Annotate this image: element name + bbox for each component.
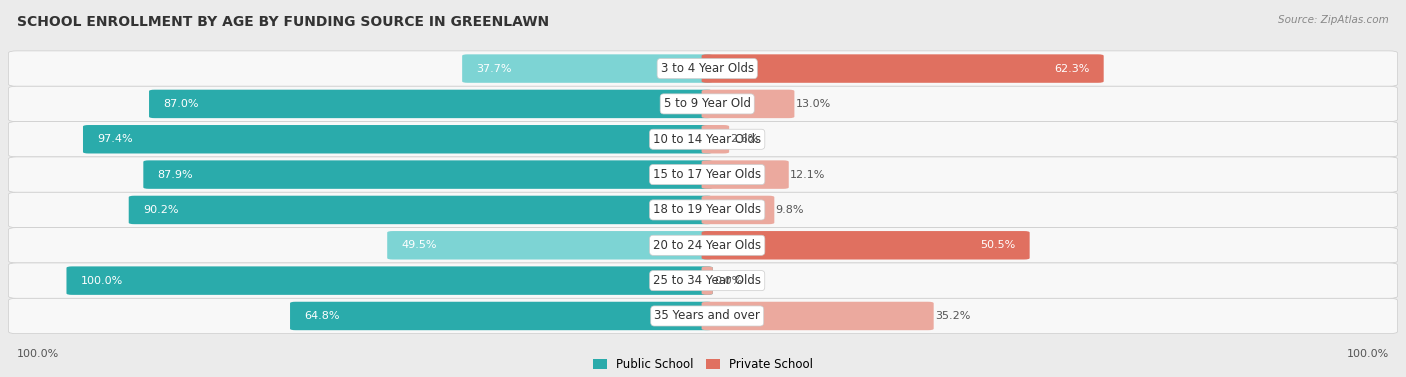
Text: Source: ZipAtlas.com: Source: ZipAtlas.com <box>1278 15 1389 25</box>
FancyBboxPatch shape <box>66 267 713 295</box>
Text: 97.4%: 97.4% <box>97 134 132 144</box>
Text: 3 to 4 Year Olds: 3 to 4 Year Olds <box>661 62 754 75</box>
Text: 64.8%: 64.8% <box>304 311 340 321</box>
Text: 87.9%: 87.9% <box>157 170 193 179</box>
Text: 90.2%: 90.2% <box>143 205 179 215</box>
Legend: Public School, Private School: Public School, Private School <box>593 358 813 371</box>
FancyBboxPatch shape <box>702 54 1104 83</box>
Text: 2.6%: 2.6% <box>731 134 759 144</box>
FancyBboxPatch shape <box>387 231 713 259</box>
Text: 100.0%: 100.0% <box>80 276 122 286</box>
FancyBboxPatch shape <box>83 125 713 153</box>
Text: 62.3%: 62.3% <box>1054 64 1090 74</box>
FancyBboxPatch shape <box>702 196 775 224</box>
FancyBboxPatch shape <box>143 160 713 189</box>
Text: 49.5%: 49.5% <box>401 240 437 250</box>
Text: 50.5%: 50.5% <box>980 240 1015 250</box>
FancyBboxPatch shape <box>702 231 1029 259</box>
FancyBboxPatch shape <box>8 86 1398 121</box>
Text: 35.2%: 35.2% <box>935 311 970 321</box>
Text: 37.7%: 37.7% <box>477 64 512 74</box>
Text: 25 to 34 Year Olds: 25 to 34 Year Olds <box>654 274 761 287</box>
FancyBboxPatch shape <box>463 54 713 83</box>
Text: 9.8%: 9.8% <box>776 205 804 215</box>
FancyBboxPatch shape <box>8 121 1398 157</box>
Text: 15 to 17 Year Olds: 15 to 17 Year Olds <box>654 168 761 181</box>
Text: 5 to 9 Year Old: 5 to 9 Year Old <box>664 97 751 110</box>
FancyBboxPatch shape <box>129 196 713 224</box>
Text: 87.0%: 87.0% <box>163 99 198 109</box>
Text: SCHOOL ENROLLMENT BY AGE BY FUNDING SOURCE IN GREENLAWN: SCHOOL ENROLLMENT BY AGE BY FUNDING SOUR… <box>17 15 548 29</box>
FancyBboxPatch shape <box>8 298 1398 334</box>
FancyBboxPatch shape <box>8 263 1398 298</box>
FancyBboxPatch shape <box>702 90 794 118</box>
FancyBboxPatch shape <box>702 160 789 189</box>
Text: 100.0%: 100.0% <box>1347 349 1389 359</box>
FancyBboxPatch shape <box>8 228 1398 263</box>
FancyBboxPatch shape <box>702 267 713 295</box>
FancyBboxPatch shape <box>8 192 1398 228</box>
FancyBboxPatch shape <box>149 90 713 118</box>
Text: 100.0%: 100.0% <box>17 349 59 359</box>
FancyBboxPatch shape <box>8 157 1398 192</box>
Text: 35 Years and over: 35 Years and over <box>654 310 761 322</box>
Text: 20 to 24 Year Olds: 20 to 24 Year Olds <box>654 239 761 252</box>
Text: 13.0%: 13.0% <box>796 99 831 109</box>
FancyBboxPatch shape <box>702 302 934 330</box>
FancyBboxPatch shape <box>290 302 713 330</box>
FancyBboxPatch shape <box>702 125 730 153</box>
Text: 12.1%: 12.1% <box>790 170 825 179</box>
Text: 18 to 19 Year Olds: 18 to 19 Year Olds <box>654 204 761 216</box>
Text: 0.0%: 0.0% <box>714 276 742 286</box>
FancyBboxPatch shape <box>8 51 1398 86</box>
Text: 10 to 14 Year Olds: 10 to 14 Year Olds <box>654 133 761 146</box>
